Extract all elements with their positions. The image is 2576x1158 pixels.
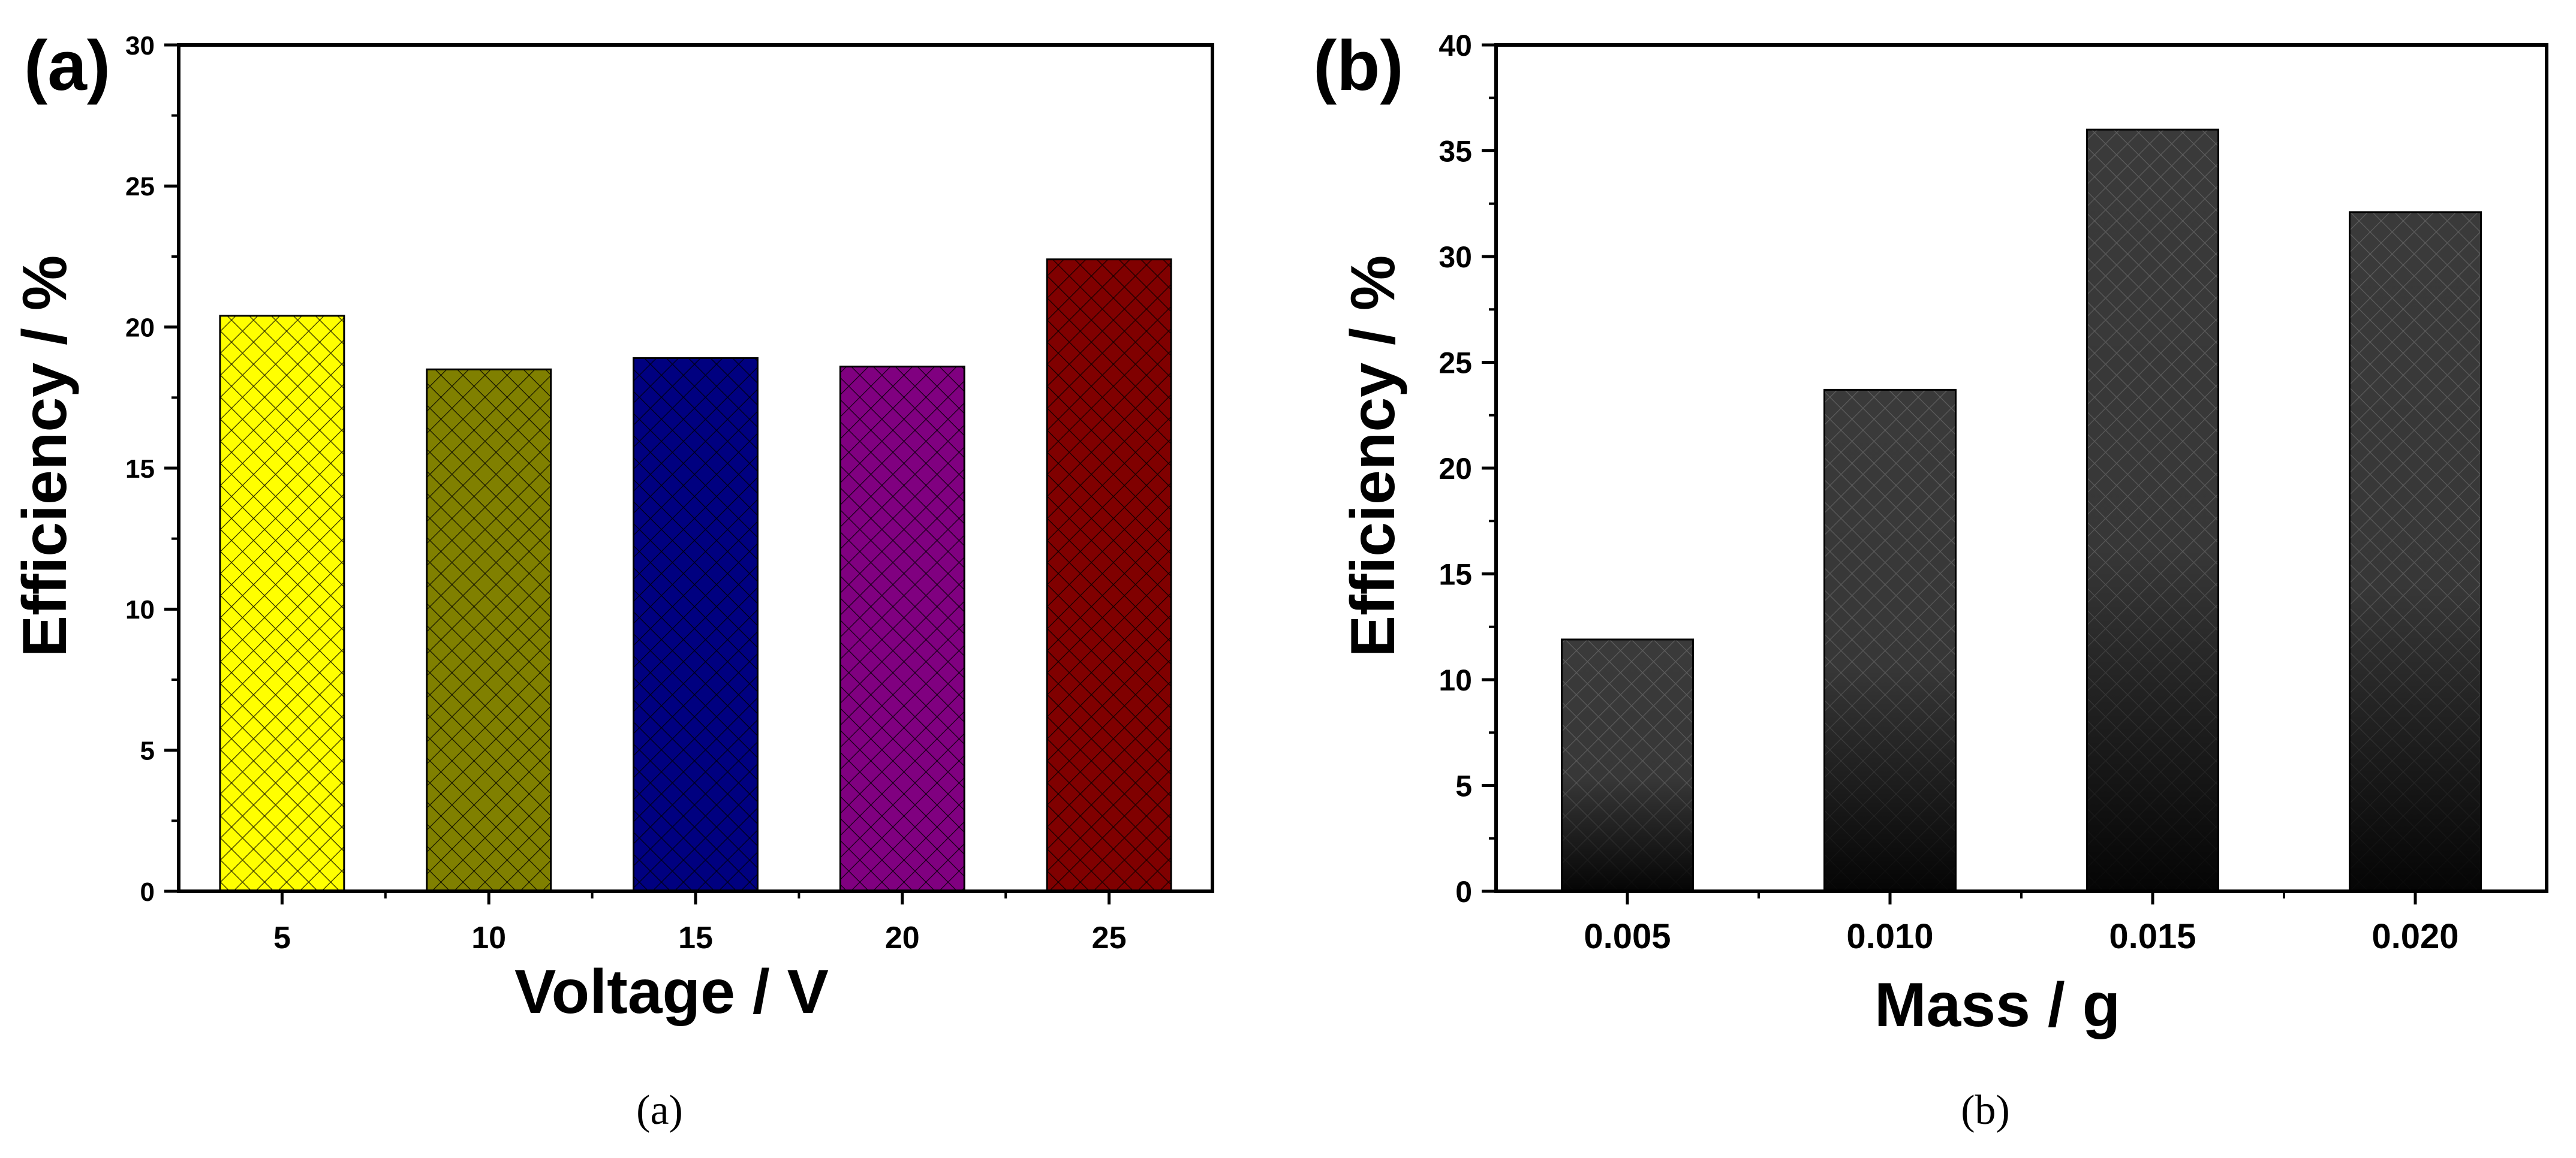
bar-0-0: [219, 315, 345, 892]
bar-0-1: [426, 368, 552, 892]
bar-1-1: [1823, 388, 1957, 892]
bar-1-3: [2349, 211, 2482, 892]
y-tick-label: 10: [125, 595, 155, 625]
bar-0-3: [839, 366, 965, 892]
chart-panel-a: 5 10 15 20 25 0 5 10 15 20 25 30 Voltage / V Efficien…: [10, 26, 1214, 1133]
y-tick-label: 30: [125, 31, 155, 61]
y-tick-label: 35: [1439, 135, 1472, 168]
y-tick-label: 0: [1455, 875, 1472, 909]
y-tick-label: 10: [1439, 664, 1472, 697]
x-tick-label: 20: [885, 921, 920, 955]
y-tick-label: 25: [125, 172, 155, 201]
panel-letter: (a): [24, 26, 110, 105]
y-axis-title: Efficiency / %: [1338, 255, 1408, 657]
x-tick-label: 0.005: [1584, 917, 1671, 956]
x-tick-label: 25: [1092, 921, 1127, 955]
chart-panel-b: 0.005 0.010 0.015 0.020 0 5 10 15 20 25 30 35 40 Mass…: [1313, 26, 2548, 1133]
x-tick-label: 5: [273, 921, 291, 955]
panel-caption: (b): [1961, 1087, 2010, 1133]
y-tick-label: 20: [125, 313, 155, 343]
plot-frame: [177, 43, 1214, 893]
x-axis-title: Mass / g: [1874, 970, 2120, 1040]
y-tick-label: 5: [1455, 770, 1472, 803]
bar-1-0: [1561, 638, 1694, 892]
y-axis-title: Efficiency / %: [10, 255, 80, 657]
x-axis-title: Voltage / V: [514, 957, 829, 1027]
x-tick-label: 15: [678, 921, 713, 955]
x-tick-label: 0.010: [1846, 917, 1933, 956]
x-tick-label: 0.020: [2372, 917, 2458, 956]
bar-0-4: [1046, 258, 1172, 892]
y-tick-label: 25: [1439, 346, 1472, 380]
y-tick-label: 0: [140, 877, 155, 907]
x-tick-label: 10: [471, 921, 506, 955]
y-tick-label: 40: [1439, 29, 1472, 62]
panel-caption: (a): [636, 1087, 683, 1133]
plot-frame: [1494, 43, 2548, 893]
y-tick-label: 5: [140, 737, 155, 766]
x-tick-label: 0.015: [2109, 917, 2196, 956]
y-tick-label: 15: [125, 454, 155, 484]
bar-0-2: [633, 357, 759, 892]
y-tick-label: 30: [1439, 240, 1472, 274]
bar-1-2: [2086, 128, 2219, 892]
y-tick-label: 15: [1439, 558, 1472, 592]
y-tick-label: 20: [1439, 452, 1472, 485]
panel-letter: (b): [1313, 26, 1404, 105]
